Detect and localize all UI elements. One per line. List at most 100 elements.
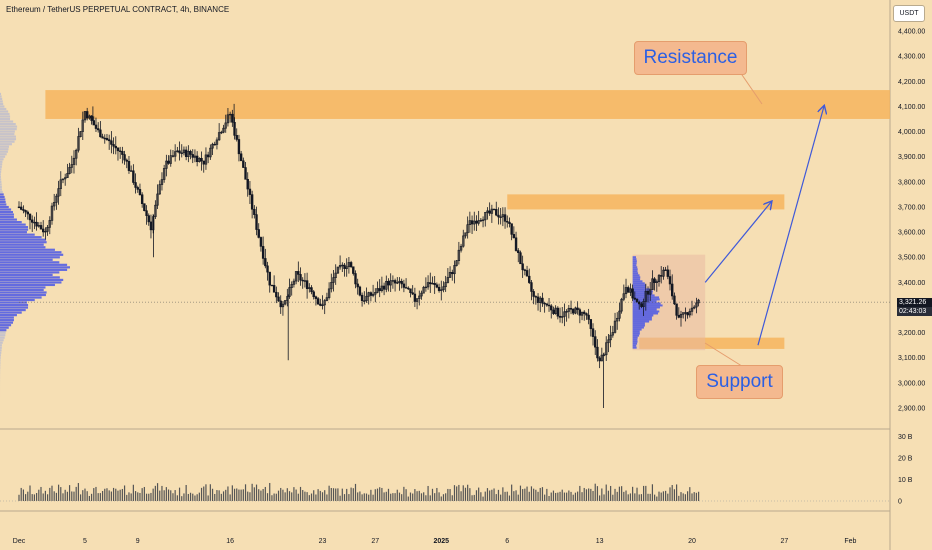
volume-bar	[291, 492, 293, 501]
volume-bar	[506, 491, 508, 501]
candle-body	[624, 287, 628, 295]
candle-body	[457, 249, 461, 261]
volume-bar	[383, 492, 385, 501]
candle-body	[198, 157, 201, 162]
volume-profile-bin	[0, 205, 9, 209]
volume-bar	[546, 488, 548, 501]
range-profile-bin	[632, 346, 637, 349]
range-profile-bin	[632, 268, 638, 271]
volume-bar	[181, 496, 183, 501]
volume-profile-bin	[0, 346, 2, 349]
volume-profile-bin	[0, 283, 55, 287]
volume-bar	[205, 484, 207, 501]
volume-bar	[53, 491, 55, 501]
candle-body	[156, 193, 159, 206]
volume-profile-bin	[0, 331, 6, 334]
currency-selector[interactable]: USDT	[893, 5, 925, 22]
volume-profile-bin	[0, 308, 26, 312]
candle-body	[360, 294, 364, 301]
candle-body	[281, 303, 285, 308]
volume-bar	[537, 491, 539, 501]
candle-body	[528, 275, 531, 283]
volume-bar	[332, 488, 335, 501]
volume-bar	[440, 496, 442, 501]
candle-body	[407, 287, 410, 290]
candle-body	[486, 210, 489, 213]
candle-body	[22, 209, 25, 211]
volume-bar	[405, 489, 407, 501]
candle-body	[404, 287, 408, 289]
range-profile-bin	[632, 262, 637, 265]
volume-bar	[381, 487, 383, 501]
volume-profile-bin	[0, 311, 22, 314]
candle-body	[442, 286, 445, 291]
candle-body	[651, 278, 654, 291]
volume-bar	[86, 491, 88, 501]
range-profile-bin	[632, 310, 660, 313]
volume-profile-bin	[0, 215, 14, 219]
candle-body	[673, 295, 676, 305]
volume-bar	[35, 493, 38, 501]
volume-bar	[689, 487, 691, 501]
x-tick-label: 27	[371, 538, 379, 545]
candle-body	[176, 150, 179, 152]
volume-bar	[22, 489, 24, 501]
candle-body	[173, 151, 177, 157]
volume-bar	[385, 491, 387, 501]
volume-bar	[656, 496, 658, 501]
support-pointer	[704, 342, 746, 369]
candle-body	[268, 271, 271, 286]
candle-body	[290, 284, 293, 288]
volume-bar	[643, 485, 645, 501]
volume-bar	[156, 483, 159, 501]
volume-profile-bin	[0, 158, 4, 161]
candle-body	[288, 287, 291, 297]
volume-bar	[403, 486, 405, 501]
volume-bar	[337, 488, 339, 501]
volume-profile-bin	[0, 107, 7, 111]
candle-body	[299, 274, 302, 281]
volume-bar	[90, 493, 93, 501]
volume-bar	[484, 491, 486, 501]
candle-body	[44, 230, 47, 233]
volume-bar	[139, 492, 141, 501]
y-tick-label: 2,900.00	[898, 406, 925, 413]
volume-bar	[299, 486, 302, 501]
volume-bar	[148, 493, 150, 501]
volume-bar	[310, 493, 313, 501]
volume-bar	[359, 491, 361, 501]
volume-bar	[242, 489, 244, 501]
volume-profile-bin	[0, 329, 7, 332]
candle-body	[123, 154, 126, 161]
candle-body	[501, 214, 505, 218]
candle-body	[587, 314, 590, 320]
candle-body	[431, 282, 434, 285]
volume-profile-bin	[0, 185, 2, 189]
candle-body	[184, 149, 188, 158]
candle-body	[125, 159, 128, 162]
candle-body	[473, 220, 476, 225]
volume-bar	[502, 487, 504, 501]
volume-bar	[425, 495, 427, 501]
candle-body	[213, 143, 216, 146]
volume-bar	[528, 491, 530, 501]
candle-body	[470, 220, 474, 225]
candle-body	[235, 135, 238, 140]
range-profile-bin	[632, 320, 650, 323]
volume-bar	[552, 490, 555, 501]
candle-body	[503, 214, 507, 222]
x-tick-label: 13	[596, 538, 604, 545]
volume-bar	[445, 493, 447, 501]
volume-profile-bin	[0, 198, 6, 201]
volume-profile-bin	[0, 301, 27, 304]
candle-body	[83, 111, 87, 121]
range-profile-bin	[632, 304, 663, 307]
x-tick-label: 16	[226, 538, 234, 545]
volume-bar	[196, 494, 198, 501]
volume-bar	[174, 490, 176, 501]
volume-profile-bin	[0, 203, 7, 206]
candle-body	[114, 145, 117, 149]
volume-bar	[79, 494, 82, 501]
volume-bar	[88, 495, 90, 501]
